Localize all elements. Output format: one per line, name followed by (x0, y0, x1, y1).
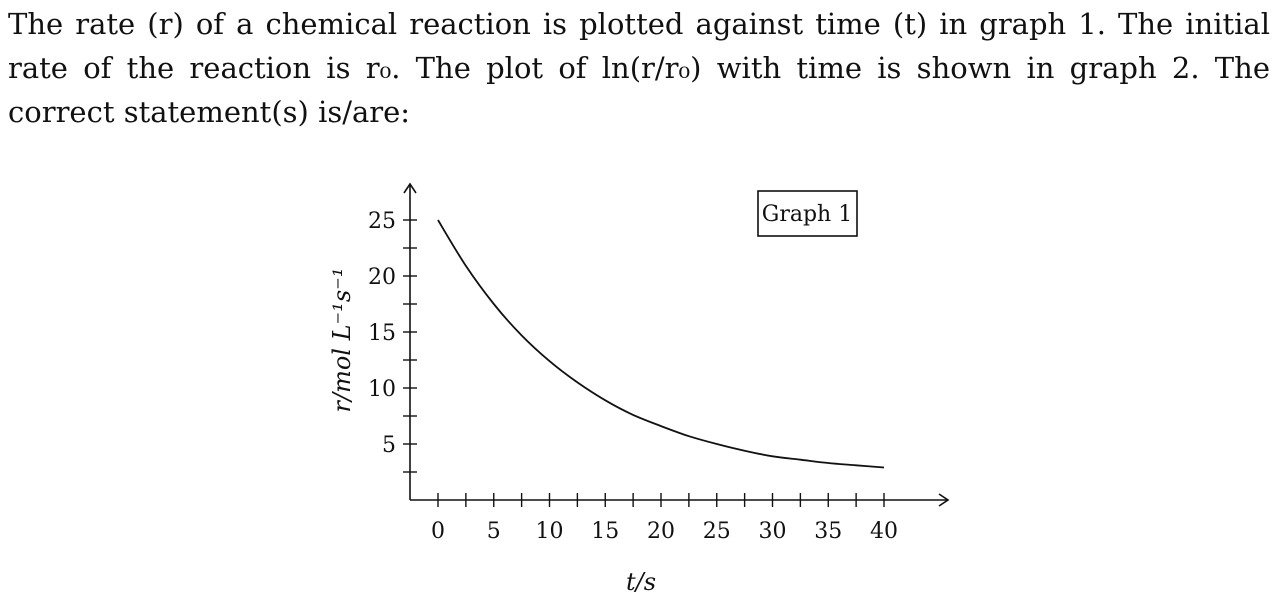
data-points (438, 220, 884, 468)
x-axis-title: t/s (626, 568, 656, 594)
question-line-3: correct statement(s) is/are: (8, 95, 411, 129)
ticks (403, 219, 885, 507)
x-tick-label: 0 (431, 519, 445, 544)
x-tick-label: 10 (536, 519, 564, 544)
y-tick-label: 15 (368, 321, 396, 346)
x-tick-label: 30 (759, 519, 787, 544)
x-tick-label: 40 (870, 519, 898, 544)
y-tick-label: 25 (368, 209, 396, 234)
graph-legend-box: Graph 1 (757, 190, 858, 237)
rate-curve-line (437, 219, 885, 469)
x-tick-label: 25 (703, 519, 731, 544)
graph-title: Graph 1 (762, 202, 852, 227)
x-tick-label: 15 (591, 519, 619, 544)
tick-labels: 0 5 10 15 20 25 30 35 40 5 10 15 20 25 (368, 209, 898, 544)
x-tick-label: 5 (487, 519, 501, 544)
question-line-1: The rate (r) of a chemical reaction is p… (8, 7, 1270, 41)
y-tick-label: 10 (368, 377, 396, 402)
axes (403, 182, 950, 507)
y-tick-label: 20 (368, 265, 396, 290)
y-tick-label: 5 (382, 433, 396, 458)
question-text: The rate (r) of a chemical reaction is p… (8, 2, 1270, 134)
x-tick-label: 20 (647, 519, 675, 544)
y-axis-title: r/mol L⁻¹s⁻¹ (328, 268, 356, 413)
x-tick-label: 35 (814, 519, 842, 544)
question-line-2: rate of the reaction is r₀. The plot of … (8, 51, 1270, 85)
